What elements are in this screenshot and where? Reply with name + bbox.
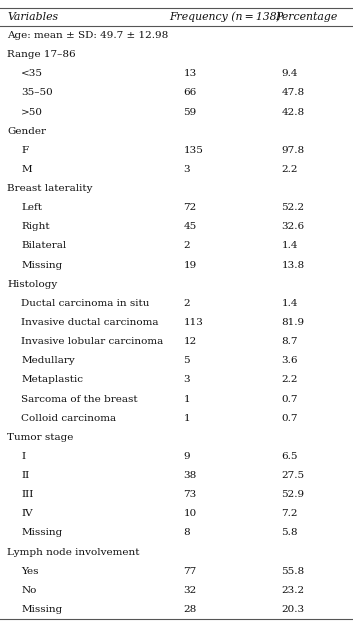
Text: 1.4: 1.4 [281, 241, 298, 250]
Text: 1: 1 [184, 394, 190, 404]
Text: Yes: Yes [21, 567, 39, 576]
Text: 3.6: 3.6 [281, 356, 298, 366]
Text: Percentage: Percentage [275, 12, 337, 22]
Text: Tumor stage: Tumor stage [7, 433, 73, 442]
Text: 77: 77 [184, 567, 197, 576]
Text: Missing: Missing [21, 261, 62, 270]
Text: 27.5: 27.5 [281, 471, 305, 480]
Text: 73: 73 [184, 490, 197, 499]
Text: Ductal carcinoma in situ: Ductal carcinoma in situ [21, 299, 150, 308]
Text: 97.8: 97.8 [281, 146, 305, 155]
Text: 10: 10 [184, 509, 197, 519]
Text: 45: 45 [184, 223, 197, 231]
Text: F: F [21, 146, 28, 155]
Text: Sarcoma of the breast: Sarcoma of the breast [21, 394, 138, 404]
Text: Missing: Missing [21, 605, 62, 614]
Text: 20.3: 20.3 [281, 605, 305, 614]
Text: Lymph node involvement: Lymph node involvement [7, 547, 139, 557]
Text: Gender: Gender [7, 127, 46, 135]
Text: No: No [21, 586, 37, 595]
Text: III: III [21, 490, 34, 499]
Text: 8: 8 [184, 529, 190, 537]
Text: 0.7: 0.7 [281, 414, 298, 423]
Text: 47.8: 47.8 [281, 88, 305, 97]
Text: 2.2: 2.2 [281, 376, 298, 384]
Text: 2.2: 2.2 [281, 165, 298, 174]
Text: >50: >50 [21, 108, 43, 117]
Text: 23.2: 23.2 [281, 586, 305, 595]
Text: Age: mean ± SD: 49.7 ± 12.98: Age: mean ± SD: 49.7 ± 12.98 [7, 31, 168, 40]
Text: 55.8: 55.8 [281, 567, 305, 576]
Text: 5.8: 5.8 [281, 529, 298, 537]
Text: 9.4: 9.4 [281, 70, 298, 78]
Text: 6.5: 6.5 [281, 452, 298, 461]
Text: 1.4: 1.4 [281, 299, 298, 308]
Text: Missing: Missing [21, 529, 62, 537]
Text: 28: 28 [184, 605, 197, 614]
Text: 3: 3 [184, 165, 190, 174]
Text: Right: Right [21, 223, 50, 231]
Text: Breast laterality: Breast laterality [7, 184, 92, 193]
Text: M: M [21, 165, 32, 174]
Text: 2: 2 [184, 299, 190, 308]
Text: 38: 38 [184, 471, 197, 480]
Text: <35: <35 [21, 70, 43, 78]
Text: 5: 5 [184, 356, 190, 366]
Text: Medullary: Medullary [21, 356, 75, 366]
Text: Frequency (n = 138): Frequency (n = 138) [169, 12, 281, 23]
Text: 81.9: 81.9 [281, 318, 305, 327]
Text: 66: 66 [184, 88, 197, 97]
Text: Variables: Variables [7, 12, 58, 22]
Text: 12: 12 [184, 337, 197, 346]
Text: 59: 59 [184, 108, 197, 117]
Text: Bilateral: Bilateral [21, 241, 66, 250]
Text: 3: 3 [184, 376, 190, 384]
Text: 13: 13 [184, 70, 197, 78]
Text: Histology: Histology [7, 280, 57, 289]
Text: 0.7: 0.7 [281, 394, 298, 404]
Text: II: II [21, 471, 29, 480]
Text: 13.8: 13.8 [281, 261, 305, 270]
Text: 35–50: 35–50 [21, 88, 53, 97]
Text: 9: 9 [184, 452, 190, 461]
Text: 7.2: 7.2 [281, 509, 298, 519]
Text: 135: 135 [184, 146, 203, 155]
Text: I: I [21, 452, 25, 461]
Text: Colloid carcinoma: Colloid carcinoma [21, 414, 116, 423]
Text: Left: Left [21, 203, 42, 212]
Text: 52.2: 52.2 [281, 203, 305, 212]
Text: Invasive lobular carcinoma: Invasive lobular carcinoma [21, 337, 163, 346]
Text: 32: 32 [184, 586, 197, 595]
Text: Metaplastic: Metaplastic [21, 376, 83, 384]
Text: 32.6: 32.6 [281, 223, 305, 231]
Text: 72: 72 [184, 203, 197, 212]
Text: IV: IV [21, 509, 33, 519]
Text: Invasive ductal carcinoma: Invasive ductal carcinoma [21, 318, 159, 327]
Text: 1: 1 [184, 414, 190, 423]
Text: Range 17–86: Range 17–86 [7, 50, 76, 59]
Text: 8.7: 8.7 [281, 337, 298, 346]
Text: 19: 19 [184, 261, 197, 270]
Text: 113: 113 [184, 318, 203, 327]
Text: 42.8: 42.8 [281, 108, 305, 117]
Text: 52.9: 52.9 [281, 490, 305, 499]
Text: 2: 2 [184, 241, 190, 250]
